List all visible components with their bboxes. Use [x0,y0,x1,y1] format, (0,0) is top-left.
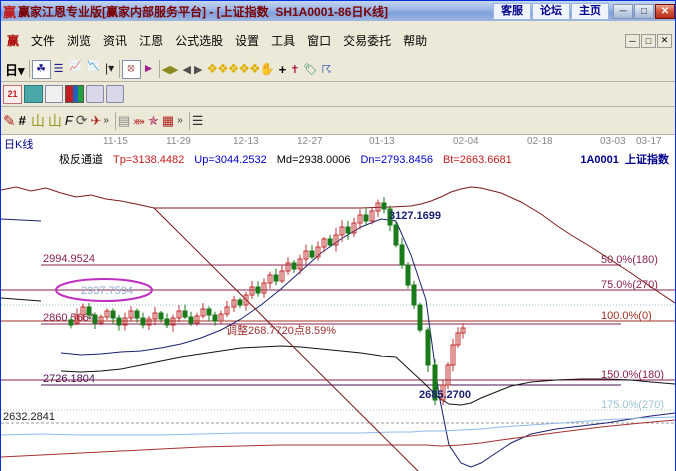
svg-text:175.0%(270): 175.0%(270) [601,399,664,411]
svg-text:2937.7594: 2937.7594 [81,285,133,297]
svg-text:调整268.7720点8.59%: 调整268.7720点8.59% [226,323,336,337]
svg-text:2685.2700: 2685.2700 [419,389,471,401]
svg-text:75.0%(270): 75.0%(270) [601,279,658,291]
svg-text:2632.2841: 2632.2841 [3,411,55,423]
svg-text:2994.9524: 2994.9524 [43,253,95,265]
svg-text:2726.1804: 2726.1804 [43,373,95,385]
svg-text:3127.1699: 3127.1699 [389,210,441,222]
svg-text:50.0%(180): 50.0%(180) [601,254,658,266]
svg-text:100.0%(0): 100.0%(0) [601,310,652,322]
